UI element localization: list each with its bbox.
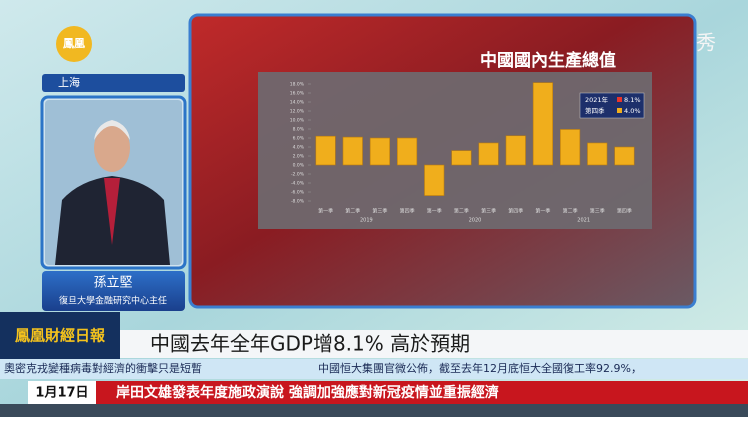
ticker-bar — [0, 359, 748, 379]
x-tick-label: 第三季 — [481, 208, 496, 215]
x-tick-label: 第四季 — [617, 208, 632, 215]
bar — [315, 135, 336, 166]
bar — [532, 82, 553, 166]
x-tick-label: 第一季 — [427, 208, 442, 215]
headline: 中國去年全年GDP增8.1% 高於預期 — [150, 332, 470, 356]
x-tick-label: 第四季 — [508, 208, 523, 215]
legend-label: 第四季 — [585, 106, 605, 115]
year-label: 2021 — [577, 218, 590, 224]
bar — [614, 146, 635, 166]
x-tick-label: 第三季 — [372, 208, 387, 215]
ticker-item: 奧密克戎變種病毒對經濟的衝擊只是短暫 — [4, 361, 202, 375]
y-tick-label: 6.0% — [293, 136, 305, 142]
date-box — [28, 381, 96, 404]
x-tick-label: 第二季 — [345, 208, 360, 215]
guest-title: 復旦大學金融研究中心主任 — [59, 295, 167, 307]
y-tick-label: 10.0% — [290, 118, 305, 124]
y-tick-label: -8.0% — [291, 199, 305, 205]
legend-swatch — [617, 97, 622, 102]
bottom-bar — [28, 381, 748, 404]
y-tick-label: 14.0% — [290, 100, 305, 106]
bar — [560, 129, 581, 166]
bar — [424, 164, 445, 196]
y-tick-label: 2.0% — [293, 154, 305, 160]
logo-text: 鳳凰 — [63, 37, 85, 50]
x-tick-label: 第三季 — [590, 208, 605, 215]
x-tick-label: 第二季 — [454, 208, 469, 215]
ticker-item: 中國恒大集團官微公佈，截至去年12月底恒大全國復工率92.9%， — [318, 361, 642, 375]
date: 1月17日 — [35, 386, 88, 401]
x-tick-label: 第一季 — [535, 208, 550, 215]
location: 上海 — [58, 75, 80, 89]
bar — [505, 135, 526, 166]
legend-box — [579, 92, 645, 119]
year-label: 2019 — [360, 218, 373, 224]
bar — [587, 142, 608, 166]
y-tick-label: 12.0% — [290, 109, 305, 115]
legend-label: 2021年 — [585, 95, 609, 104]
y-tick-label: 4.0% — [293, 145, 305, 151]
show-logo: 鳳凰財經日報 — [15, 327, 106, 345]
tie — [104, 178, 120, 245]
y-tick-label: -6.0% — [291, 190, 305, 196]
y-tick-label: -4.0% — [291, 181, 305, 187]
name-box — [42, 271, 185, 311]
legend-value: 4.0% — [624, 107, 641, 115]
y-tick-label: 16.0% — [290, 91, 305, 97]
legend-value: 8.1% — [624, 96, 641, 104]
bar — [342, 136, 363, 166]
chart-title: 中國國內生產總值 — [480, 50, 616, 71]
bar — [478, 142, 499, 166]
x-tick-label: 第二季 — [563, 208, 578, 215]
person-head — [94, 124, 130, 172]
x-tick-label: 第一季 — [318, 208, 333, 215]
headline-bar — [120, 330, 748, 358]
y-tick-label: -2.0% — [291, 172, 305, 178]
bar — [451, 150, 472, 166]
hair — [94, 120, 130, 140]
chart: 18.0% 16.0% 14.0% 12.0% 10.0% 8.0% 6.0% 4.0% 2.0… — [290, 82, 645, 224]
location-bar — [42, 74, 185, 92]
y-tick-label: 18.0% — [290, 82, 305, 88]
bar — [397, 137, 418, 166]
bar — [369, 137, 390, 166]
year-label: 2020 — [469, 218, 482, 224]
guest-name: 孫立堅 — [93, 276, 132, 291]
bottom-strip — [0, 404, 748, 417]
show-logo-box — [0, 312, 120, 360]
logo-mark — [56, 26, 92, 62]
bottom-text: 岸田文雄發表年度施政演說 強調加強應對新冠疫情並重振經濟 — [116, 384, 499, 401]
y-tick-label: 0.0% — [293, 163, 305, 169]
y-tick-label: 8.0% — [293, 127, 305, 133]
legend-swatch — [617, 108, 622, 113]
x-tick-label: 第四季 — [400, 208, 415, 215]
